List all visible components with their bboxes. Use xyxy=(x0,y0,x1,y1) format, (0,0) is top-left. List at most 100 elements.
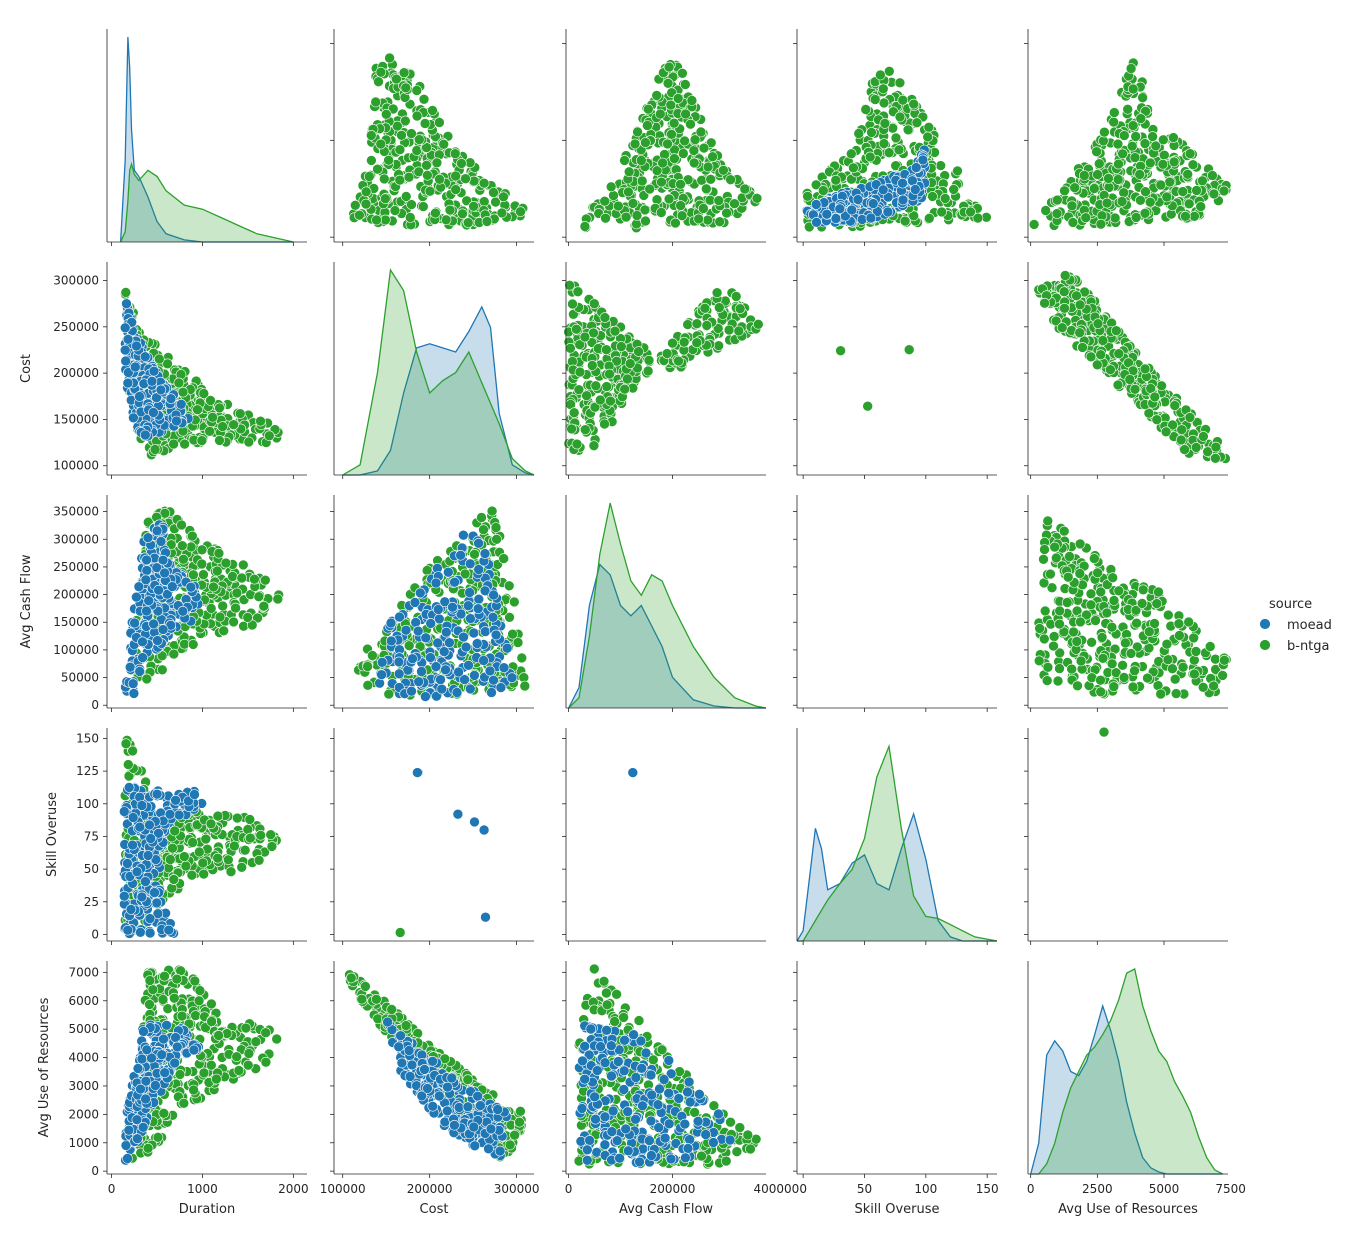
point-b-ntga xyxy=(498,191,509,203)
point-b-ntga xyxy=(688,157,700,169)
point-b-ntga xyxy=(643,354,655,366)
point-b-ntga xyxy=(701,320,713,331)
point-b-ntga xyxy=(434,174,445,185)
point-b-ntga xyxy=(515,206,526,217)
point-b-ntga xyxy=(406,199,417,210)
point-b-ntga xyxy=(476,512,487,523)
point-b-ntga xyxy=(258,600,270,612)
point-b-ntga xyxy=(411,145,423,156)
point-b-ntga xyxy=(123,759,134,770)
point-b-ntga xyxy=(1040,205,1051,216)
point-b-ntga xyxy=(751,193,763,204)
point-b-ntga xyxy=(1145,157,1156,169)
point-b-ntga xyxy=(897,94,909,106)
point-b-ntga xyxy=(1122,104,1133,115)
point-b-ntga xyxy=(1163,609,1174,621)
panel-avg-cash-flow-vs-cost xyxy=(330,495,534,712)
point-b-ntga xyxy=(590,380,602,392)
point-moead xyxy=(170,794,181,806)
point-b-ntga xyxy=(149,444,161,455)
point-b-ntga xyxy=(378,173,390,185)
point-b-ntga xyxy=(220,557,232,569)
point-b-ntga xyxy=(444,204,456,216)
point-b-ntga xyxy=(669,153,680,164)
point-b-ntga xyxy=(238,559,249,571)
point-b-ntga xyxy=(890,132,902,144)
point-b-ntga xyxy=(1095,686,1106,698)
point-moead xyxy=(376,656,388,668)
point-moead xyxy=(137,652,148,663)
point-b-ntga xyxy=(1089,553,1100,564)
point-b-ntga xyxy=(642,365,654,377)
point-b-ntga xyxy=(253,591,265,603)
point-b-ntga xyxy=(702,161,714,173)
point-moead xyxy=(490,629,502,641)
point-b-ntga xyxy=(430,207,441,219)
point-moead xyxy=(479,548,491,559)
point-moead xyxy=(120,355,131,367)
point-b-ntga xyxy=(1039,297,1050,309)
point-b-ntga xyxy=(663,193,675,205)
point-b-ntga xyxy=(1204,641,1216,652)
point-b-ntga xyxy=(640,215,651,227)
point-b-ntga xyxy=(236,861,247,873)
point-moead xyxy=(501,642,513,654)
point-b-ntga xyxy=(1117,148,1128,160)
point-b-ntga xyxy=(234,408,246,420)
point-b-ntga xyxy=(218,625,229,637)
point-b-ntga xyxy=(431,157,443,169)
point-moead xyxy=(882,206,894,218)
point-b-ntga xyxy=(568,407,580,419)
point-moead xyxy=(151,525,163,537)
point-b-ntga xyxy=(272,593,284,605)
point-b-ntga xyxy=(168,438,179,450)
point-b-ntga xyxy=(1042,661,1054,673)
point-b-ntga xyxy=(1033,655,1045,667)
point-moead xyxy=(137,636,148,648)
point-b-ntga xyxy=(677,148,689,159)
point-moead xyxy=(436,683,448,695)
point-b-ntga xyxy=(214,402,225,414)
point-b-ntga xyxy=(1111,325,1122,337)
point-b-ntga xyxy=(375,66,387,78)
point-b-ntga xyxy=(923,213,935,224)
point-b-ntga xyxy=(864,151,876,163)
point-b-ntga xyxy=(1190,442,1202,453)
point-b-ntga xyxy=(1045,568,1056,580)
point-b-ntga xyxy=(903,344,915,356)
point-moead xyxy=(131,591,142,603)
point-b-ntga xyxy=(1067,217,1079,228)
point-b-ntga xyxy=(739,183,751,195)
point-b-ntga xyxy=(456,158,467,169)
point-b-ntga xyxy=(615,341,627,352)
point-moead xyxy=(164,808,176,820)
point-b-ntga xyxy=(1094,158,1105,169)
point-b-ntga xyxy=(1164,176,1175,188)
point-b-ntga xyxy=(866,127,877,138)
point-b-ntga xyxy=(360,198,372,210)
point-b-ntga xyxy=(1096,632,1108,643)
point-moead xyxy=(127,678,139,690)
point-b-ntga xyxy=(639,204,651,216)
point-b-ntga xyxy=(1059,185,1070,197)
point-b-ntga xyxy=(1086,636,1097,648)
point-b-ntga xyxy=(396,130,407,141)
point-moead xyxy=(131,340,142,352)
point-b-ntga xyxy=(680,108,691,120)
point-b-ntga xyxy=(363,171,375,182)
point-b-ntga xyxy=(640,137,651,148)
point-b-ntga xyxy=(572,286,584,298)
point-b-ntga xyxy=(939,193,951,204)
point-b-ntga xyxy=(682,319,694,330)
point-moead xyxy=(440,664,451,676)
point-b-ntga xyxy=(1147,131,1158,142)
point-moead xyxy=(376,669,387,681)
point-b-ntga xyxy=(187,639,199,650)
point-b-ntga xyxy=(622,373,633,385)
point-b-ntga xyxy=(713,302,725,313)
point-b-ntga xyxy=(434,117,445,128)
point-b-ntga xyxy=(1190,646,1202,657)
point-b-ntga xyxy=(362,661,373,672)
point-b-ntga xyxy=(894,77,906,89)
point-b-ntga xyxy=(601,381,612,392)
